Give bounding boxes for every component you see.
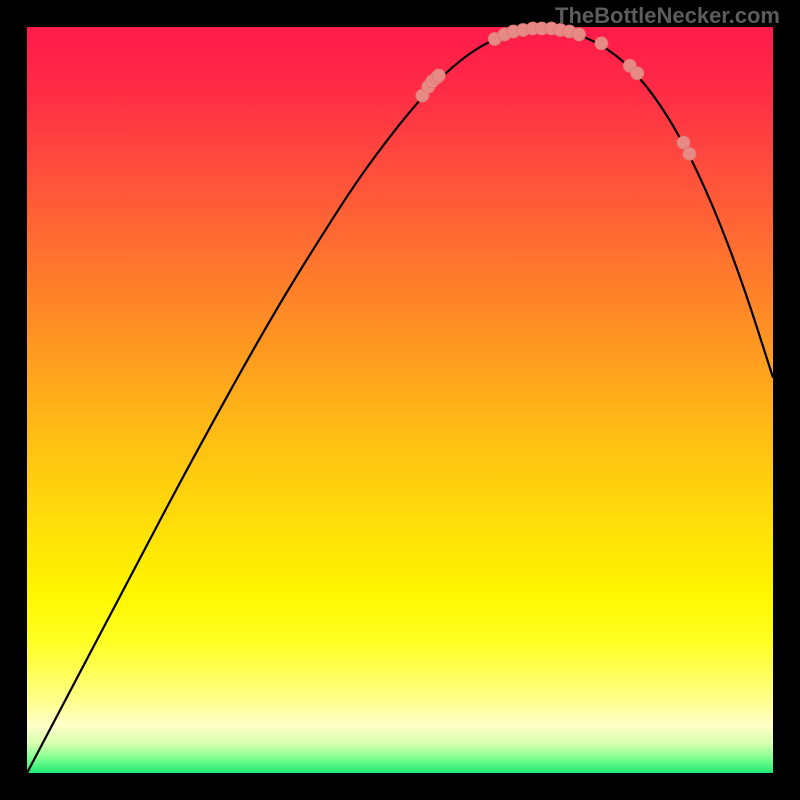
chart-container: TheBottleNecker.com: [0, 0, 800, 800]
plot-gradient-area: [27, 27, 773, 773]
data-marker: [631, 67, 644, 80]
data-marker: [683, 147, 696, 160]
data-marker: [595, 37, 608, 50]
data-marker: [432, 69, 445, 82]
data-marker: [573, 28, 586, 41]
watermark-text: TheBottleNecker.com: [555, 3, 780, 29]
bottleneck-chart: [0, 0, 800, 800]
